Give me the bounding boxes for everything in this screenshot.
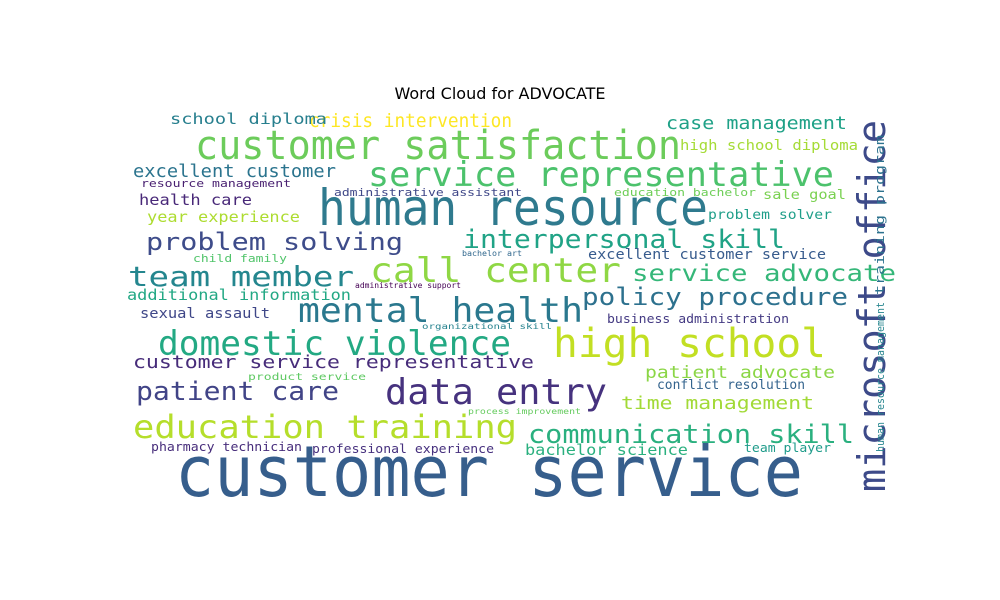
chart-title: Word Cloud for ADVOCATE: [394, 84, 606, 103]
word-bachelor-science: bachelor science: [525, 441, 688, 459]
word-data-entry: data entry: [385, 372, 607, 413]
word-interpersonal-skill: interpersonal skill: [463, 225, 785, 255]
word-administrative-support: administrative support: [355, 281, 461, 290]
word-conflict-resolution: conflict resolution: [657, 378, 805, 393]
word-human-resource: human resource: [318, 179, 708, 237]
word-child-family: child family: [193, 252, 287, 265]
word-process-improvement: process improvement: [468, 407, 581, 416]
word-high-school: high school: [553, 321, 826, 367]
word-sale-goal: sale goal: [763, 188, 846, 203]
word-patient-care: patient care: [136, 377, 339, 407]
word-training-program: training program: [873, 135, 887, 295]
word-administrative-assistant: administrative assistant: [334, 186, 522, 199]
word-call-center: call center: [370, 251, 621, 291]
word-mental-health: mental health: [298, 291, 583, 331]
word-team-player: team player: [744, 441, 831, 455]
word-customer-satisfaction: customer satisfaction: [195, 123, 681, 169]
word-bachelor-art: bachelor art: [462, 249, 522, 258]
word-customer-service: customer service: [175, 431, 803, 513]
word-problem-solver: problem solver: [708, 208, 832, 223]
word-human-resource-management: human resource management: [874, 302, 887, 452]
word-time-management: time management: [621, 393, 814, 414]
word-organizational-skill: organizational skill: [422, 322, 552, 331]
word-problem-solving: problem solving: [146, 228, 403, 256]
word-case-management: case management: [666, 113, 847, 134]
word-domestic-violence: domestic violence: [158, 324, 511, 364]
word-team-member: team member: [128, 260, 354, 293]
word-education-training: education training: [133, 408, 517, 446]
word-microsoft-office: microsoft office: [850, 120, 894, 492]
word-excellent-customer-service: excellent customer service: [588, 247, 826, 263]
word-pharmacy-technician: pharmacy technician: [151, 440, 302, 454]
word-service-advocate: service advocate: [632, 261, 896, 287]
word-excellent-customer: excellent customer: [133, 161, 336, 182]
word-resource-management: resource management: [141, 177, 291, 190]
word-crisis-intervention: crisis intervention: [309, 110, 512, 132]
word-communication-skill: communication skill: [528, 420, 854, 450]
word-year-experience: year experience: [147, 208, 300, 226]
word-professional-experience: professional experience: [312, 442, 494, 456]
word-sexual-assault: sexual assault: [140, 306, 270, 322]
word-patient-advocate: patient advocate: [645, 363, 835, 383]
word-service-representative: service representative: [368, 155, 834, 195]
word-business-administration: business administration: [607, 312, 789, 326]
word-customer-service-representative: customer service representative: [133, 352, 534, 373]
word-school-diploma: school diploma: [170, 110, 327, 128]
word-high-school-diploma: high school diploma: [680, 138, 858, 154]
word-additional-information: additional information: [127, 286, 351, 304]
word-policy-procedure: policy procedure: [582, 283, 848, 311]
word-education-bachelor: education bachelor: [614, 186, 756, 199]
word-product-service: product service: [248, 372, 366, 383]
word-health-care: health care: [139, 191, 252, 209]
